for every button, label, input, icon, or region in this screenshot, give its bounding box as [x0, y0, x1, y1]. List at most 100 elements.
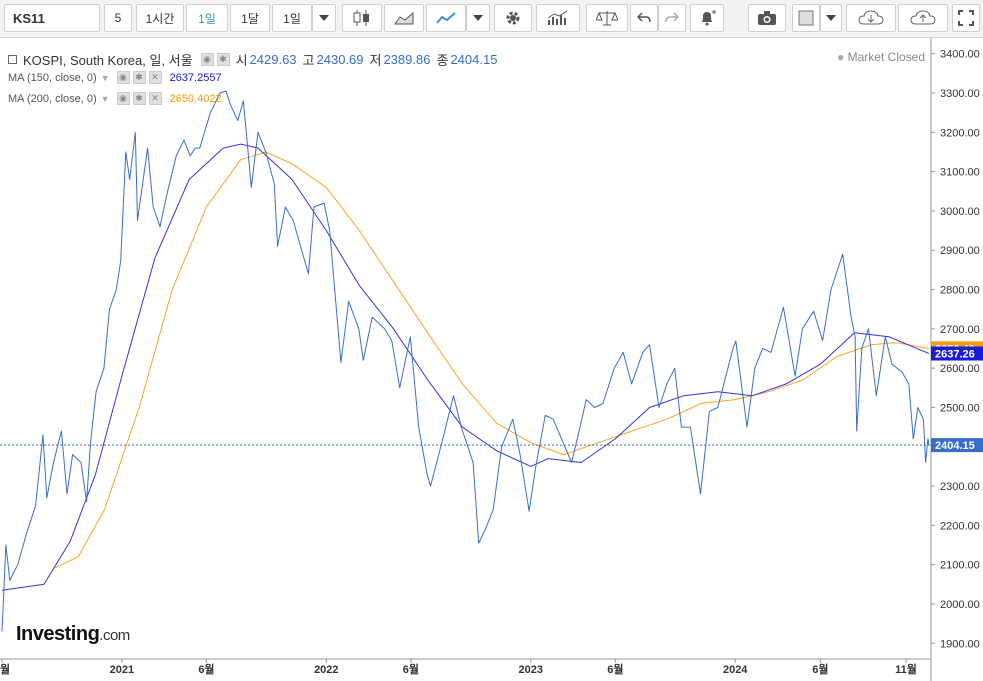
- close-icon[interactable]: ✕: [148, 71, 162, 84]
- legend-title: KOSPI, South Korea, 일, 서울: [23, 53, 193, 68]
- chart-area[interactable]: 3400.00 3300.00 3200.00 3100.00 3000.00 2900.…: [0, 38, 983, 681]
- color-square-icon: [798, 10, 814, 26]
- price-label-box: [931, 346, 983, 361]
- price-label-box: [931, 438, 983, 453]
- close-label: 종: [436, 53, 449, 68]
- y-tick-label: 3000.00: [940, 206, 980, 218]
- cloud-download-button[interactable]: [846, 4, 896, 32]
- chart-type-dropdown-button[interactable]: [466, 4, 490, 32]
- y-tick-label: 2900.00: [940, 245, 980, 257]
- high-value: 2430.69: [316, 52, 364, 67]
- price-label-text: 2637.26: [935, 349, 975, 361]
- gear-icon[interactable]: ✱: [132, 92, 146, 105]
- ma150-label: MA (150, close, 0): [8, 71, 97, 84]
- undo-icon: [637, 12, 651, 23]
- redo-button[interactable]: [658, 4, 686, 32]
- low-label: 저: [369, 53, 382, 68]
- price-label-text: 2404.15: [935, 440, 975, 452]
- snapshot-button[interactable]: [748, 4, 786, 32]
- line-chart-button[interactable]: [426, 4, 466, 32]
- gear-icon[interactable]: ✱: [132, 71, 146, 84]
- y-tick-label: 2100.00: [940, 560, 980, 572]
- chevron-down-icon: [319, 15, 329, 21]
- market-status: ● Market Closed: [837, 50, 925, 64]
- color-dropdown-button[interactable]: [820, 4, 842, 32]
- eye-icon[interactable]: ◉: [116, 92, 130, 105]
- candlestick-button[interactable]: [342, 4, 382, 32]
- collapse-square-icon[interactable]: [8, 55, 17, 64]
- high-label: 고: [302, 53, 315, 68]
- kospi-price-line: [1, 90, 930, 632]
- market-status-label: Market Closed: [847, 50, 925, 64]
- interval-1h-button[interactable]: 1시간: [136, 4, 184, 32]
- chevron-down-icon[interactable]: ▼: [100, 72, 110, 83]
- ma200-line: [53, 151, 930, 570]
- close-value: 2404.15: [450, 52, 498, 67]
- interval-1d-button[interactable]: 1일: [186, 4, 228, 32]
- low-value: 2389.86: [383, 52, 431, 67]
- y-tick-label: 2000.00: [940, 599, 980, 611]
- open-label: 시: [235, 53, 248, 68]
- y-tick-label: 2800.00: [940, 285, 980, 297]
- chevron-down-icon: [826, 15, 836, 21]
- x-tick-label: 2023: [519, 664, 543, 676]
- fullscreen-icon: [958, 10, 974, 26]
- x-tick-label: 6월: [0, 662, 10, 676]
- area-chart-icon: [394, 11, 414, 25]
- area-chart-button[interactable]: [384, 4, 424, 32]
- y-tick-label: 2700.00: [940, 324, 980, 336]
- x-tick-label: 2024: [723, 664, 748, 676]
- symbol-input[interactable]: KS11: [4, 4, 100, 32]
- color-picker-button[interactable]: [792, 4, 820, 32]
- fullscreen-button[interactable]: [952, 4, 980, 32]
- compare-button[interactable]: [586, 4, 628, 32]
- main-legend: KOSPI, South Korea, 일, 서울 ◉ ✱ 시 2429.63 고…: [8, 50, 497, 69]
- y-tick-label: 1900.00: [940, 638, 980, 650]
- status-dot-icon: ●: [837, 50, 845, 64]
- cloud-download-icon: [858, 10, 884, 25]
- ma200-value: 2650.4022: [169, 92, 222, 105]
- ma150-legend: MA (150, close, 0) ▼ ◉ ✱ ✕ 2637.2557: [8, 71, 222, 84]
- y-tick-label: 2600.00: [940, 363, 980, 375]
- y-tick-label: 3200.00: [940, 127, 980, 139]
- interval-1m-button[interactable]: 1달: [230, 4, 270, 32]
- close-icon[interactable]: ✕: [148, 92, 162, 105]
- ma200-label: MA (200, close, 0): [8, 92, 97, 105]
- price-chart[interactable]: 3400.00 3300.00 3200.00 3100.00 3000.00 2900.…: [0, 38, 983, 681]
- candlestick-icon: [353, 10, 369, 26]
- y-tick-label: 2300.00: [940, 481, 980, 493]
- y-tick-label: 3300.00: [940, 88, 980, 100]
- camera-icon: [758, 11, 776, 25]
- ma150-value: 2637.2557: [169, 71, 222, 84]
- x-tick-label: 6월: [607, 662, 623, 676]
- x-tick-label: 6월: [812, 662, 828, 676]
- interval-5-button[interactable]: 5: [104, 4, 132, 32]
- cloud-upload-icon: [910, 10, 936, 25]
- interval-dropdown-button[interactable]: [312, 4, 336, 32]
- chevron-down-icon: [473, 15, 483, 21]
- y-tick-label: 3100.00: [940, 167, 980, 179]
- bell-alert-icon: [702, 10, 716, 26]
- eye-icon[interactable]: ◉: [116, 71, 130, 84]
- eye-icon[interactable]: ◉: [200, 53, 214, 66]
- gear-icon[interactable]: ✱: [216, 53, 230, 66]
- chevron-down-icon[interactable]: ▼: [100, 93, 110, 104]
- undo-button[interactable]: [630, 4, 658, 32]
- y-tick-label: 2200.00: [940, 520, 980, 532]
- gear-icon: [506, 11, 520, 25]
- indicators-button[interactable]: [536, 4, 580, 32]
- logo-suffix: .com: [99, 627, 130, 644]
- y-tick-label: 3400.00: [940, 49, 980, 61]
- x-tick-label: 6월: [403, 662, 419, 676]
- chart-toolbar: KS11 5 1시간 1일 1달 1일: [0, 0, 983, 38]
- ma200-legend: MA (200, close, 0) ▼ ◉ ✱ ✕ 2650.4022: [8, 92, 222, 105]
- settings-button[interactable]: [494, 4, 532, 32]
- logo-main: Investing: [16, 623, 100, 645]
- cloud-upload-button[interactable]: [898, 4, 948, 32]
- x-tick-label: 6월: [198, 662, 214, 676]
- interval-range-button[interactable]: 1일: [272, 4, 312, 32]
- alert-button[interactable]: [690, 4, 724, 32]
- redo-icon: [665, 12, 679, 23]
- y-tick-label: 2500.00: [940, 402, 980, 414]
- open-value: 2429.63: [249, 52, 297, 67]
